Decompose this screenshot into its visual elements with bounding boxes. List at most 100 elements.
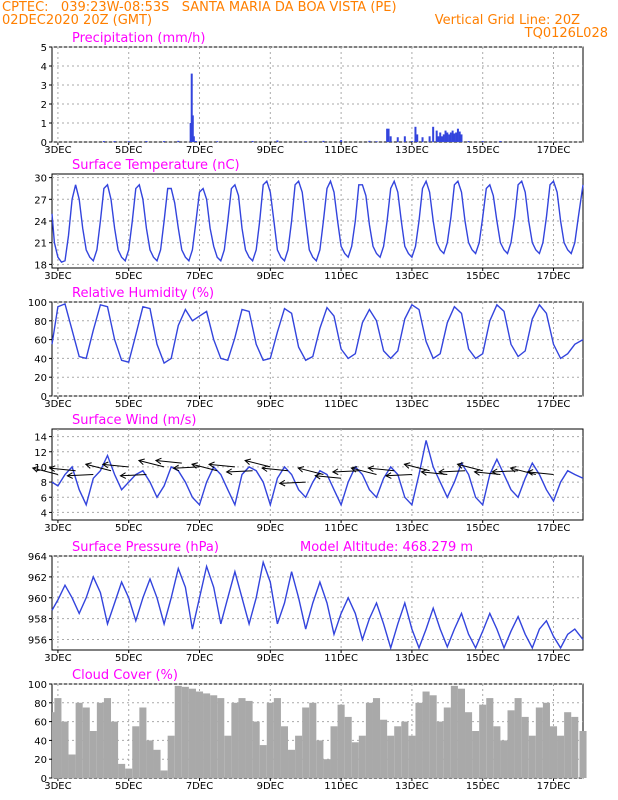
cloud-bar <box>486 698 494 778</box>
precip-bar <box>177 140 180 142</box>
x-tick-label: 13DEC <box>395 653 429 664</box>
cloud-bar <box>238 698 246 778</box>
y-tick-label: 100 <box>28 298 47 309</box>
y-tick-label: 10 <box>34 463 47 474</box>
cloud-bar <box>252 721 260 778</box>
y-tick-label: 12 <box>34 448 47 459</box>
precip-bar <box>444 130 447 142</box>
wind-arrow-shaft <box>138 459 165 468</box>
wind-arrow-shaft <box>351 467 377 475</box>
cloud-bar <box>231 702 239 778</box>
cloud-bar <box>210 695 218 778</box>
y-tick-label: 0 <box>41 392 47 403</box>
precip-bar <box>460 134 463 142</box>
x-tick-label: 5DEC <box>115 523 142 534</box>
y-tick-label: 960 <box>28 594 47 605</box>
cloud-bar <box>507 710 515 778</box>
wind-arrow-head <box>438 468 445 476</box>
x-tick-label: 7DEC <box>186 653 213 664</box>
wind-arrow-head <box>403 462 411 469</box>
y-tick-label: 0 <box>41 138 47 149</box>
cloud-bar <box>542 702 550 778</box>
station-title: CPTEC: 039:23W-08:53S SANTA MARIA DA BOA… <box>2 0 397 15</box>
cloud-bar <box>125 768 133 778</box>
x-tick-label: 15DEC <box>466 271 500 282</box>
cloud-bar <box>372 698 381 778</box>
precip-bar <box>276 140 279 142</box>
wind-arrow-shaft <box>385 474 412 477</box>
x-tick-label: 11DEC <box>324 523 358 534</box>
cloud-bar <box>401 721 409 778</box>
x-tick-label: 9DEC <box>257 145 284 156</box>
y-tick-label: 962 <box>28 573 47 584</box>
precip-bar <box>189 123 192 142</box>
x-tick-label: 3DEC <box>44 271 71 282</box>
x-tick-label: 17DEC <box>537 653 571 664</box>
x-tick-label: 11DEC <box>324 271 358 282</box>
x-tick-label: 11DEC <box>324 653 358 664</box>
precip-bar <box>414 126 417 142</box>
x-tick-label: 13DEC <box>395 399 429 410</box>
y-tick-label: 956 <box>28 636 47 647</box>
x-tick-label: 3DEC <box>44 523 71 534</box>
x-tick-label: 7DEC <box>186 271 213 282</box>
wind-arrow-shaft <box>102 463 129 468</box>
cloud-bar <box>174 685 182 778</box>
wind-arrow-shaft <box>155 460 182 464</box>
cloud-bar <box>521 716 529 778</box>
precip-bar <box>499 141 502 142</box>
precip-bar <box>389 136 392 142</box>
x-tick-label: 5DEC <box>115 399 142 410</box>
x-tick-label: 5DEC <box>115 271 142 282</box>
x-tick-label: 9DEC <box>257 399 284 410</box>
cloud-bar <box>181 686 189 778</box>
y-tick-label: 60 <box>34 718 47 729</box>
x-tick-label: 9DEC <box>257 523 284 534</box>
x-tick-label: 17DEC <box>537 145 571 156</box>
x-tick-label: 5DEC <box>115 653 142 664</box>
wind-arrow-head <box>314 472 321 480</box>
y-tick-label: 21 <box>34 239 47 250</box>
wind-arrow-shaft <box>120 474 147 477</box>
wind-arrow-head <box>456 462 464 469</box>
cloud-bar <box>160 770 168 778</box>
x-tick-label: 5DEC <box>115 145 142 156</box>
y-tick-label: 20 <box>34 755 47 766</box>
precip-bar <box>432 126 435 142</box>
wind-arrow-head <box>154 457 162 465</box>
panel-wind <box>31 428 584 523</box>
precip-bar <box>467 141 470 142</box>
precip-bar <box>102 141 105 142</box>
wind-arrow-shaft <box>191 463 218 472</box>
cloud-bar <box>479 704 487 778</box>
x-tick-label: 17DEC <box>537 271 571 282</box>
precip-bar <box>191 115 194 142</box>
cloud-bar <box>535 707 543 778</box>
y-tick-label: 3 <box>41 81 47 92</box>
cloud-bar <box>380 719 388 778</box>
cloud-bar <box>500 740 508 778</box>
cloud-bar <box>422 691 430 778</box>
wind-arrow-head <box>137 458 145 465</box>
panel-rh <box>49 301 584 399</box>
precip-bar <box>251 141 254 142</box>
wind-arrow-shaft <box>49 467 76 472</box>
cloud-bar <box>465 712 473 778</box>
precip-bar <box>421 137 424 142</box>
cloud-bar <box>330 726 338 778</box>
wind-arrow-shaft <box>67 474 94 477</box>
wind-arrow-shaft <box>527 471 554 475</box>
cloud-bar <box>61 721 69 778</box>
precip-bar <box>145 141 148 142</box>
cloud-bar <box>450 685 458 778</box>
panel-title: Surface Pressure (hPa) <box>72 540 219 555</box>
precip-bar <box>481 141 484 142</box>
x-tick-label: 7DEC <box>186 145 213 156</box>
x-tick-label: 7DEC <box>186 523 213 534</box>
wind-arrow-shaft <box>404 463 430 472</box>
x-tick-label: 9DEC <box>257 271 284 282</box>
cloud-bar <box>273 698 281 778</box>
y-tick-label: 80 <box>34 699 47 710</box>
wind-arrow-head <box>208 461 215 469</box>
